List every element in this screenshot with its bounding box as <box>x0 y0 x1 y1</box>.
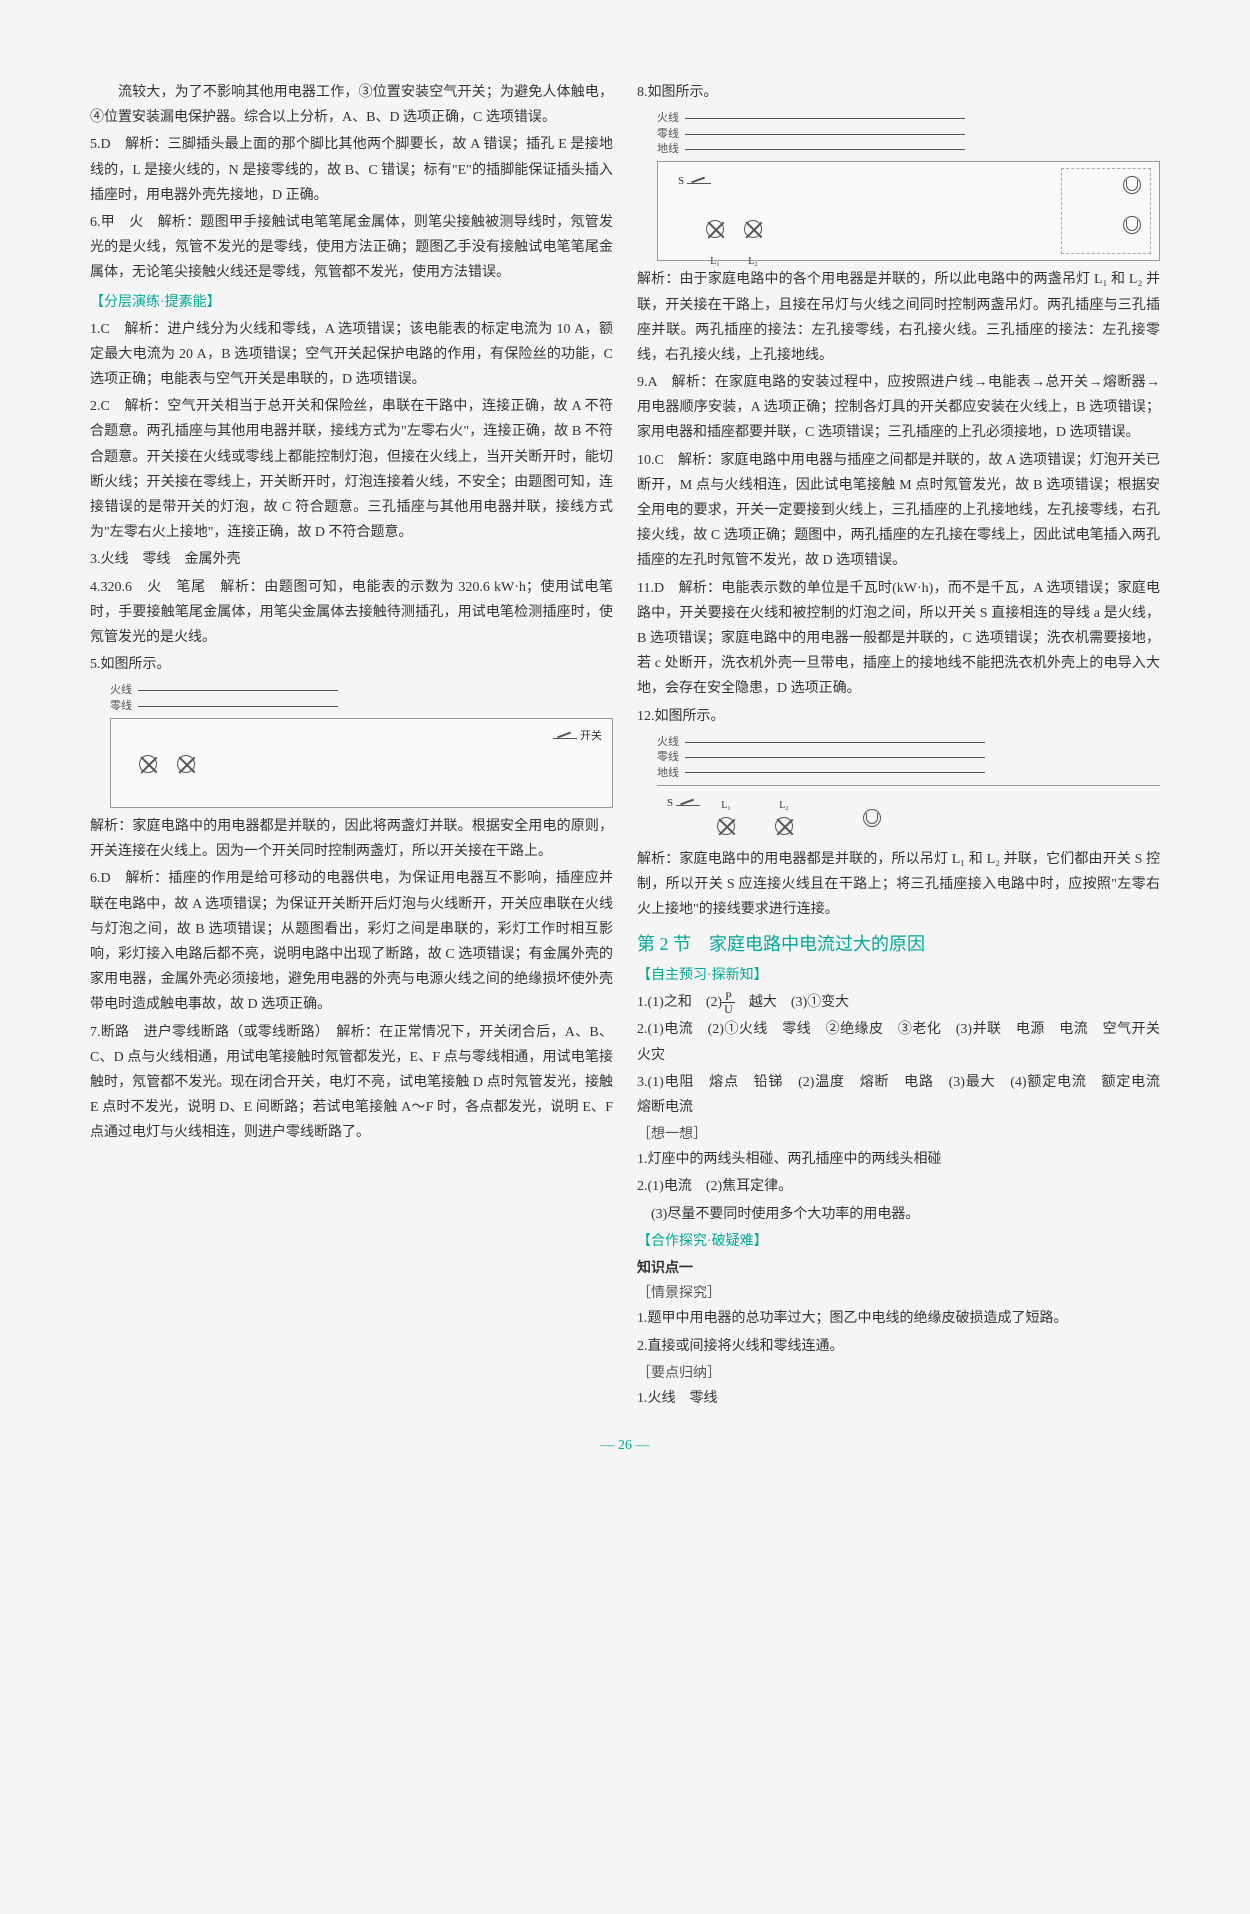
text-part: 越大 (3)①变大 <box>735 995 849 1010</box>
socket-icon <box>863 809 881 827</box>
wire-label-live: 火线 <box>110 684 132 696</box>
switch-label-s: S <box>667 797 673 809</box>
wire-label-neutral: 零线 <box>657 751 679 763</box>
answer-item: 1.(1)之和 (2)PU 越大 (3)①变大 <box>637 990 1160 1015</box>
scene-header: ［情景探究］ <box>637 1281 1160 1306</box>
analysis-12: 解析：家庭电路中的用电器都是并联的，所以吊灯 L₁ 和 L₂ 并联，它们都由开关… <box>637 847 1160 923</box>
section-header: 【自主预习·探新知】 <box>637 963 1160 988</box>
keypoint-header: ［要点归纳］ <box>637 1361 1160 1386</box>
think-header: ［想一想］ <box>637 1122 1160 1147</box>
answer-item-10c: 10.C 解析：家庭电路中用电器与插座之间都是并联的，故 A 选项错误；灯泡开关… <box>637 448 1160 574</box>
scene-item-2: 2.直接或间接将火线和零线连通。 <box>637 1334 1160 1359</box>
answer-item-9a: 9.A 解析：在家庭电路的安装过程中，应按照进户线→电能表→总开关→熔断器→用电… <box>637 370 1160 446</box>
think-item-3: (3)尽量不要同时使用多个大功率的用电器。 <box>637 1202 1160 1227</box>
wire-label-live: 火线 <box>657 112 679 124</box>
bulb-icon <box>744 220 762 238</box>
bulb-icon <box>139 755 157 773</box>
page-content: 流较大，为了不影响其他用电器工作，③位置安装空气开关；为避免人体触电，④位置安装… <box>90 80 1160 1413</box>
page-number: — 26 — <box>90 1433 1160 1458</box>
lamp-label-1: L₁ <box>721 800 731 811</box>
circuit-figure-8: 火线 零线 地线 S <box>657 111 1160 261</box>
scene-item-1: 1.题甲中用电器的总功率过大；图乙中电线的绝缘皮破损造成了短路。 <box>637 1306 1160 1331</box>
bulb-icon <box>706 220 724 238</box>
lamp-label-1: L₁ <box>710 256 720 267</box>
wire-label-ground: 地线 <box>657 767 679 779</box>
answer-item-11d: 11.D 解析：电能表示数的单位是千瓦时(kW·h)，而不是千瓦，A 选项错误；… <box>637 576 1160 702</box>
page-number-value: 26 <box>618 1438 632 1453</box>
answer-item-12-intro: 12.如图所示。 <box>637 704 1160 729</box>
wire-label-ground: 地线 <box>657 143 679 155</box>
circuit-figure-5: 火线 零线 开关 <box>110 683 613 808</box>
switch-symbol <box>687 183 711 184</box>
answer-item-5d: 5.D 解析：三脚插头最上面的那个脚比其他两个脚要长，故 A 错误；插孔 E 是… <box>90 132 613 208</box>
wire-label-neutral: 零线 <box>110 700 132 712</box>
answer-item-6: 6.甲 火 解析：题图甲手接触试电笔笔尾金属体，则笔尖接触被测导线时，氖管发光的… <box>90 210 613 286</box>
answer-item-3: 3.火线 零线 金属外壳 <box>90 547 613 572</box>
answer-item-6d: 6.D 解析：插座的作用是给可移动的电器供电，为保证用电器互不影响，插座应并联在… <box>90 866 613 1017</box>
socket-icon <box>1123 176 1141 194</box>
answer-item-5-intro: 5.如图所示。 <box>90 652 613 677</box>
bulb-icon <box>775 817 793 835</box>
switch-symbol <box>553 738 577 739</box>
think-item-2: 2.(1)电流 (2)焦耳定律。 <box>637 1174 1160 1199</box>
answer-item-8-intro: 8.如图所示。 <box>637 80 1160 105</box>
answer-item-7: 7.断路 进户零线断路（或零线断路） 解析：在正常情况下，开关闭合后，A、B、C… <box>90 1020 613 1146</box>
fraction-denominator: U <box>722 1003 735 1015</box>
lamp-label-2: L₂ <box>779 800 789 811</box>
section-header: 【合作探究·破疑难】 <box>637 1229 1160 1254</box>
answer-item-4: 4.320.6 火 笔尾 解析：由题图可知，电能表的示数为 320.6 kW·h… <box>90 575 613 651</box>
knowledge-point-header: 知识点一 <box>637 1256 1160 1281</box>
socket-icon <box>1123 216 1141 234</box>
lamp-label-2: L₂ <box>748 256 758 267</box>
fraction: PU <box>722 990 735 1015</box>
switch-symbol <box>676 805 700 806</box>
answer-item-2c: 2.C 解析：空气开关相当于总开关和保险丝，串联在干路中，连接正确，故 A 不符… <box>90 394 613 545</box>
bulb-icon <box>717 817 735 835</box>
answer-item: 2.(1)电流 (2)①火线 零线 ②绝缘皮 ③老化 (3)并联 电源 电流 空… <box>637 1017 1160 1067</box>
right-column: 8.如图所示。 火线 零线 地线 S <box>637 80 1160 1413</box>
wire-label-neutral: 零线 <box>657 128 679 140</box>
think-item-1: 1.灯座中的两线头相碰、两孔插座中的两线头相碰 <box>637 1147 1160 1172</box>
bulb-icon <box>177 755 195 773</box>
section-header: 【分层演练·提素能】 <box>90 290 613 315</box>
analysis-8: 解析：由于家庭电路中的各个用电器是并联的，所以此电路中的两盏吊灯 L₁ 和 L₂… <box>637 267 1160 368</box>
text-part: 1.(1)之和 (2) <box>637 995 722 1010</box>
wire-label-live: 火线 <box>657 736 679 748</box>
switch-label: 开关 <box>580 730 602 742</box>
switch-label-s: S <box>678 175 684 187</box>
answer-item-1c: 1.C 解析：进户线分为火线和零线，A 选项错误；该电能表的标定电流为 10 A… <box>90 317 613 393</box>
paragraph: 流较大，为了不影响其他用电器工作，③位置安装空气开关；为避免人体触电，④位置安装… <box>90 80 613 130</box>
left-column: 流较大，为了不影响其他用电器工作，③位置安装空气开关；为避免人体触电，④位置安装… <box>90 80 613 1413</box>
keypoint-item-1: 1.火线 零线 <box>637 1386 1160 1411</box>
answer-item: 3.(1)电阻 熔点 铅锑 (2)温度 熔断 电路 (3)最大 (4)额定电流 … <box>637 1070 1160 1120</box>
chapter-title: 第 2 节 家庭电路中电流过大的原因 <box>637 928 1160 960</box>
analysis-5: 解析：家庭电路中的用电器都是并联的，因此将两盏灯并联。根据安全用电的原则，开关连… <box>90 814 613 864</box>
circuit-figure-12: 火线 零线 地线 S L₁ L₂ <box>657 735 1160 841</box>
